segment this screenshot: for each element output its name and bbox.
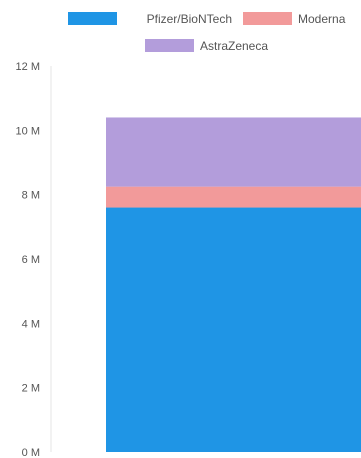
y-tick-label: 12 M [16,61,40,73]
y-tick-label: 10 M [16,125,40,137]
bar-segment-moderna[interactable] [106,186,361,208]
legend-item-pfizer-biontech[interactable]: Pfizer/BioNTech [68,12,232,26]
bar-segment-pfizer-biontech[interactable] [106,207,361,452]
legend-item-astrazeneca[interactable]: AstraZeneca [145,39,268,53]
bars [106,117,361,452]
legend-label: Moderna [298,12,346,26]
legend: Pfizer/BioNTech Moderna AstraZeneca [68,12,346,53]
legend-item-moderna[interactable]: Moderna [243,12,346,26]
y-tick-label: 6 M [22,254,40,266]
y-tick-label: 0 M [22,447,40,458]
bar-segment-astrazeneca[interactable] [106,117,361,187]
legend-label: AstraZeneca [200,39,268,53]
y-tick-label: 8 M [22,190,40,202]
legend-label: Pfizer/BioNTech [147,12,232,26]
y-tick-label: 2 M [22,383,40,395]
legend-swatch [145,39,194,52]
legend-swatch [243,12,292,25]
legend-swatch [68,12,117,25]
y-tick-label: 4 M [22,318,40,330]
y-axis: 0 M 2 M 4 M 6 M 8 M 10 M 12 M [16,61,40,458]
